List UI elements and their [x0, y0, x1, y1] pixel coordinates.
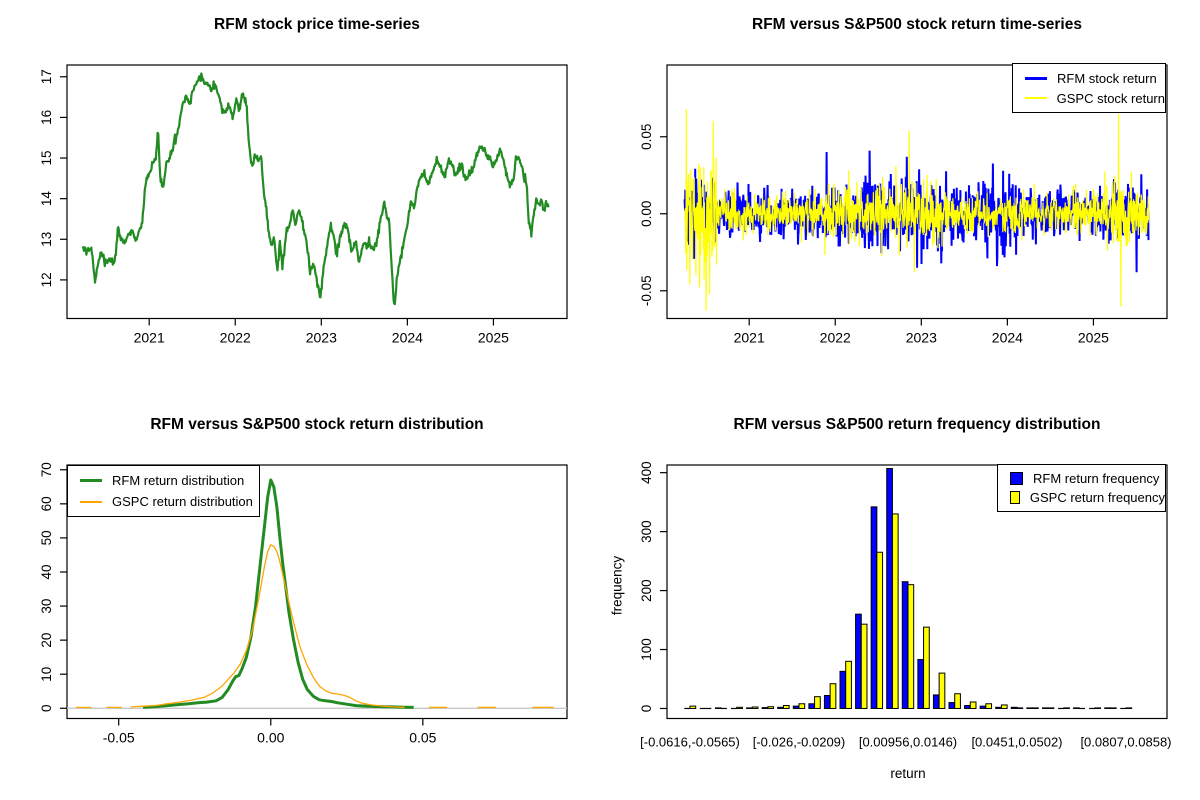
svg-text:0.05: 0.05: [639, 124, 654, 150]
panel-price-timeseries: RFM stock price time-series 2021 2022 2023…: [0, 0, 600, 400]
y-axis-label: frequency: [609, 555, 625, 616]
panel-return-frequency: RFM versus S&P500 return frequency distr…: [600, 400, 1200, 800]
svg-text:[0.0451,0.0502): [0.0451,0.0502): [971, 735, 1062, 750]
panel4-title: RFM versus S&P500 return frequency distr…: [733, 416, 1101, 433]
panel2-title: RFM versus S&P500 stock return time-seri…: [752, 16, 1082, 33]
svg-text:16: 16: [39, 110, 54, 125]
legend-label: GSPC return frequency: [1029, 490, 1165, 505]
svg-text:2023: 2023: [906, 330, 937, 346]
svg-text:2024: 2024: [992, 330, 1023, 346]
svg-text:[0.00956,0.0146): [0.00956,0.0146): [859, 735, 957, 750]
legend-label: RFM return frequency: [1033, 471, 1160, 486]
svg-text:12: 12: [39, 272, 54, 287]
svg-text:2021: 2021: [134, 330, 165, 346]
svg-text:2022: 2022: [220, 330, 251, 346]
svg-text:[0.0807,0.0858): [0.0807,0.0858): [1080, 735, 1171, 750]
rfm-bar-swatch: [1010, 472, 1023, 485]
svg-text:60: 60: [39, 496, 54, 511]
legend-label: GSPC stock return: [1056, 90, 1165, 106]
svg-text:-0.05: -0.05: [639, 275, 654, 306]
svg-text:17: 17: [39, 69, 54, 84]
x-axis-label: return: [890, 766, 926, 781]
panel3-title: RFM versus S&P500 stock return distribut…: [150, 416, 484, 433]
legend-item-gspc-frequency: GSPC return frequency: [998, 488, 1165, 507]
legend-label: RFM stock return: [1057, 70, 1157, 86]
gspc-density-swatch: [80, 500, 102, 503]
svg-text:0: 0: [639, 705, 654, 713]
svg-text:2024: 2024: [392, 330, 423, 346]
svg-text:2025: 2025: [478, 330, 509, 346]
histogram-plot-svg: 0 100 200 300 400 [-0.0616,-0.0565) [-0.026,-0…: [639, 461, 1172, 750]
svg-text:70: 70: [39, 462, 54, 477]
svg-text:13: 13: [39, 232, 54, 247]
svg-text:100: 100: [639, 638, 654, 661]
legend-item-gspc-density: GSPC return distribution: [68, 491, 259, 512]
svg-text:2021: 2021: [734, 330, 765, 346]
density-plot-svg: -0.05 0.00 0.05 0 10 20 30 40 50 60 70: [39, 462, 568, 746]
legend-item-gspc-return: GSPC stock return: [1013, 88, 1165, 108]
svg-text:50: 50: [39, 530, 54, 545]
svg-text:400: 400: [639, 461, 654, 484]
svg-text:15: 15: [39, 151, 54, 166]
gspc-line-swatch: [1025, 97, 1047, 99]
legend-item-rfm-density: RFM return distribution: [68, 470, 259, 491]
panel-return-distribution: RFM versus S&P500 stock return distribut…: [0, 400, 600, 800]
price-plot-svg: 2021 2022 2023 2024 2025 12 13 14 15 16 17: [39, 64, 568, 346]
svg-text:-0.05: -0.05: [103, 730, 135, 746]
svg-text:2025: 2025: [1078, 330, 1109, 346]
svg-text:300: 300: [639, 520, 654, 543]
rfm-density-swatch: [80, 479, 102, 482]
rfm-line-swatch: [1025, 76, 1047, 80]
svg-text:0.00: 0.00: [257, 730, 284, 746]
legend-label: GSPC return distribution: [112, 494, 253, 509]
svg-text:14: 14: [39, 191, 54, 207]
frequency-legend: RFM return frequency GSPC return frequen…: [997, 464, 1166, 512]
svg-text:40: 40: [39, 564, 54, 579]
svg-text:10: 10: [39, 667, 54, 682]
svg-text:[-0.0616,-0.0565): [-0.0616,-0.0565): [640, 735, 740, 750]
return-plot-svg: 2021 2022 2023 2024 2025 -0.05 0.00 0.05: [639, 64, 1168, 346]
svg-text:0: 0: [39, 705, 54, 713]
svg-text:20: 20: [39, 633, 54, 648]
gspc-bar-swatch: [1010, 491, 1020, 504]
legend-item-rfm-return: RFM stock return: [1013, 68, 1165, 88]
svg-text:[-0.026,-0.0209): [-0.026,-0.0209): [753, 735, 846, 750]
panel-return-timeseries: RFM versus S&P500 stock return time-seri…: [600, 0, 1200, 400]
svg-text:2023: 2023: [306, 330, 337, 346]
svg-text:0.00: 0.00: [639, 201, 654, 227]
panel1-title: RFM stock price time-series: [214, 16, 420, 33]
svg-text:2022: 2022: [820, 330, 851, 346]
svg-text:30: 30: [39, 599, 54, 614]
return-legend: RFM stock return GSPC stock return: [1012, 63, 1166, 113]
legend-item-rfm-frequency: RFM return frequency: [998, 469, 1165, 488]
legend-label: RFM return distribution: [112, 473, 245, 488]
svg-text:0.05: 0.05: [409, 730, 436, 746]
density-legend: RFM return distribution GSPC return dist…: [67, 465, 260, 517]
svg-text:200: 200: [639, 579, 654, 602]
